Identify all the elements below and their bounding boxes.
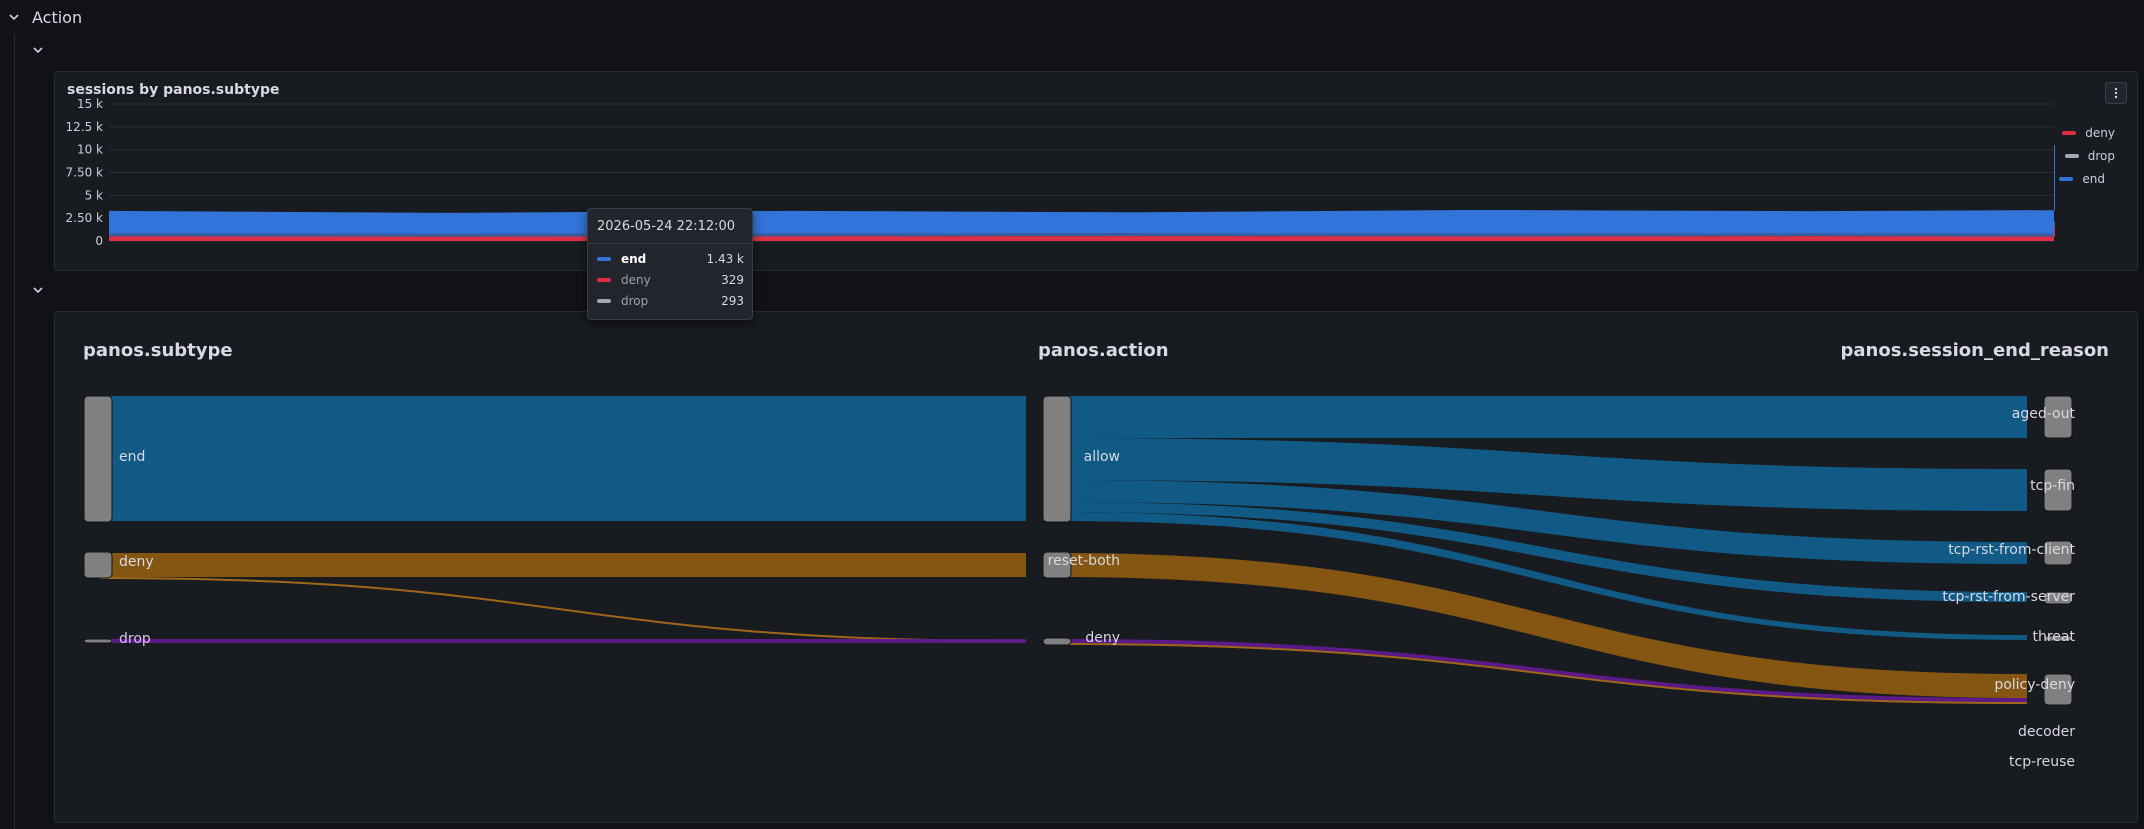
node-label-tcp-rst-from-server: tcp-rst-from-server bbox=[1942, 589, 2075, 605]
tooltip-series-name: drop bbox=[621, 294, 649, 308]
sankey-node-drop bbox=[83, 638, 113, 644]
row-header-action[interactable]: Action bbox=[0, 0, 82, 34]
sankey-node-threat bbox=[2043, 635, 2073, 642]
sankey-diagram[interactable] bbox=[55, 312, 2139, 824]
panel-menu-button[interactable] bbox=[2105, 82, 2127, 104]
tooltip-swatch bbox=[597, 257, 611, 261]
y-tick-label: 15 k bbox=[77, 97, 103, 111]
sankey-link-allow-tcp-rst-from-client bbox=[1059, 480, 2027, 564]
node-label-aged-out: aged-out bbox=[2011, 406, 2075, 422]
legend-label: end bbox=[2082, 172, 2105, 186]
legend-swatch bbox=[2059, 177, 2074, 181]
more-vertical-icon bbox=[2114, 87, 2118, 99]
tooltip-series-value: 329 bbox=[721, 273, 744, 287]
row-title: Action bbox=[32, 7, 83, 27]
tooltip-row-drop: drop 293 bbox=[588, 291, 752, 312]
node-label-tcp-rst-from-client: tcp-rst-from-client bbox=[1948, 542, 2075, 558]
legend-item-end[interactable]: end bbox=[2059, 172, 2115, 186]
tooltip-series-value: 293 bbox=[721, 294, 744, 308]
column-header-session-end-reason: panos.session_end_reason bbox=[1840, 340, 2110, 361]
legend-label: deny bbox=[2085, 126, 2115, 140]
tooltip-time: 2026-05-24 22:12:00 bbox=[588, 209, 752, 244]
legend-item-drop[interactable]: drop bbox=[2064, 149, 2115, 163]
node-label-drop: drop bbox=[119, 631, 151, 647]
tooltip-row-deny: deny 329 bbox=[588, 270, 752, 291]
legend-swatch bbox=[2062, 131, 2077, 135]
sankey-node-tcp-rst-from-server bbox=[2043, 591, 2073, 605]
node-label-end: end bbox=[119, 449, 146, 465]
sankey-node-tcp-fin bbox=[2043, 468, 2073, 512]
sankey-link-allow-tcp-rst-from-server bbox=[1059, 502, 2027, 602]
sankey-link-deny-deny bbox=[99, 577, 1026, 642]
sankey-link-drop-deny bbox=[99, 639, 1026, 643]
sankey-node-deny-action bbox=[1042, 637, 1072, 646]
node-label-tcp-reuse: tcp-reuse bbox=[2009, 754, 2075, 770]
node-label-decoder: decoder bbox=[2017, 724, 2075, 740]
timeseries-panel: sessions by panos.subtype 0 2.50 k 5 k 7.50… bbox=[54, 71, 2138, 271]
sankey-node-tcp-reuse bbox=[2043, 762, 2073, 765]
tooltip-swatch bbox=[597, 278, 611, 282]
y-tick-label: 2.50 k bbox=[66, 211, 104, 225]
y-tick-label: 10 k bbox=[77, 143, 103, 157]
sankey-link-allow-aged-out bbox=[1059, 396, 2027, 438]
panel-title: sessions by panos.subtype bbox=[67, 82, 280, 98]
column-header-subtype: panos.subtype bbox=[83, 340, 233, 361]
chevron-down-icon bbox=[9, 14, 19, 21]
series-area-drop bbox=[109, 221, 2055, 237]
legend-label: drop bbox=[2087, 149, 2115, 163]
sankey-node-policy-deny bbox=[2043, 673, 2073, 706]
node-label-reset-both: reset-both bbox=[1047, 553, 1120, 569]
sankey-link-allow-tcp-fin bbox=[1059, 438, 2027, 511]
tooltip-series-name: end bbox=[621, 252, 647, 266]
chart-tooltip: 2026-05-24 22:12:00 end 1.43 k deny 329 … bbox=[587, 208, 753, 320]
node-label-deny-action: deny bbox=[1085, 630, 1120, 646]
chevron-down-icon[interactable] bbox=[32, 44, 44, 56]
timeseries-chart[interactable]: 02.50 k5 k7.50 k10 k12.5 k15 k17:0018:00… bbox=[55, 72, 2055, 272]
column-header-action: panos.action bbox=[1038, 340, 1169, 361]
sankey-link-allow-threat bbox=[1059, 512, 2027, 640]
row-guide-line bbox=[14, 34, 15, 829]
sankey-node-reset-both bbox=[1042, 551, 1072, 579]
sankey-link-reset-both-policy-deny bbox=[1059, 553, 2027, 698]
node-label-allow: allow bbox=[1083, 449, 1120, 465]
chevron-down-icon[interactable] bbox=[32, 284, 44, 296]
y-tick-label: 0 bbox=[95, 234, 103, 248]
node-label-deny: deny bbox=[119, 554, 154, 570]
y-tick-label: 12.5 k bbox=[66, 120, 104, 134]
sankey-link-deny-reset-both bbox=[99, 553, 1026, 577]
sankey-link-deny-policy-deny-2 bbox=[1059, 643, 2027, 704]
sankey-link-end-allow bbox=[99, 396, 1026, 521]
sankey-node-decoder bbox=[2043, 732, 2073, 735]
tooltip-swatch bbox=[597, 299, 611, 303]
sankey-panel: panos.subtype panos.action panos.session… bbox=[54, 311, 2138, 823]
legend-swatch bbox=[2064, 154, 2079, 158]
sankey-node-aged-out bbox=[2043, 395, 2073, 439]
sankey-node-allow bbox=[1042, 395, 1072, 523]
tooltip-row-end: end 1.43 k bbox=[588, 249, 752, 270]
sankey-node-tcp-rst-from-client bbox=[2043, 540, 2073, 566]
series-area-end bbox=[109, 145, 2055, 234]
tooltip-series-name: deny bbox=[621, 273, 651, 287]
sankey-link-deny-policy-deny bbox=[1059, 639, 2027, 702]
node-label-threat: threat bbox=[2032, 629, 2076, 645]
sankey-node-deny bbox=[83, 551, 113, 579]
sankey-node-end bbox=[83, 395, 113, 523]
legend-item-deny[interactable]: deny bbox=[2062, 126, 2115, 140]
y-tick-label: 5 k bbox=[85, 188, 103, 202]
y-tick-label: 7.50 k bbox=[66, 166, 104, 180]
node-label-policy-deny: policy-deny bbox=[1994, 677, 2075, 693]
node-label-tcp-fin: tcp-fin bbox=[2030, 478, 2075, 494]
tooltip-series-value: 1.43 k bbox=[706, 252, 744, 266]
